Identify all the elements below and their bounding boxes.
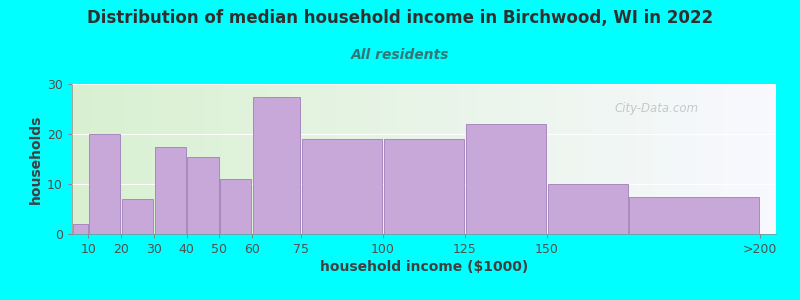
Bar (186, 84, 196, 234)
Bar (248, 84, 258, 234)
Bar (72, 84, 82, 234)
Bar (415, 84, 425, 234)
Bar (274, 84, 284, 234)
Bar (302, 139, 382, 234)
Bar (521, 84, 530, 234)
Bar (547, 84, 557, 234)
Bar (618, 84, 627, 234)
Bar (354, 84, 363, 234)
Bar (389, 84, 398, 234)
Bar (600, 84, 610, 234)
Bar (714, 84, 724, 234)
Bar (398, 84, 407, 234)
Bar (630, 196, 759, 234)
Bar (503, 84, 513, 234)
Bar (758, 84, 768, 234)
Bar (73, 224, 87, 234)
Bar (706, 84, 715, 234)
Bar (653, 84, 662, 234)
Bar (125, 84, 134, 234)
Bar (213, 84, 222, 234)
Bar (679, 84, 689, 234)
X-axis label: household income ($1000): household income ($1000) (320, 260, 528, 274)
Bar (318, 84, 328, 234)
Bar (90, 84, 99, 234)
Bar (98, 84, 108, 234)
Bar (750, 84, 759, 234)
Bar (626, 84, 636, 234)
Bar (644, 84, 654, 234)
Bar (301, 84, 310, 234)
Bar (688, 84, 698, 234)
Bar (477, 84, 486, 234)
Bar (154, 146, 186, 234)
Bar (142, 84, 152, 234)
Bar (512, 84, 522, 234)
Bar (723, 84, 733, 234)
Bar (468, 84, 478, 234)
Bar (574, 84, 583, 234)
Bar (767, 84, 777, 234)
Bar (266, 84, 275, 234)
Bar (433, 84, 442, 234)
Bar (257, 84, 266, 234)
Bar (591, 84, 601, 234)
Bar (380, 84, 390, 234)
Bar (466, 124, 546, 234)
Bar (310, 84, 319, 234)
Bar (178, 84, 187, 234)
Bar (732, 84, 742, 234)
Bar (670, 84, 680, 234)
Bar (741, 84, 750, 234)
Bar (384, 139, 464, 234)
Bar (424, 84, 434, 234)
Bar (116, 84, 126, 234)
Text: City-Data.com: City-Data.com (614, 102, 698, 115)
Bar (697, 84, 706, 234)
Bar (160, 84, 170, 234)
Bar (292, 84, 302, 234)
Bar (220, 179, 251, 234)
Bar (222, 84, 231, 234)
Bar (538, 84, 548, 234)
Y-axis label: households: households (29, 114, 43, 204)
Bar (230, 84, 240, 234)
Bar (406, 84, 416, 234)
Bar (283, 84, 293, 234)
Bar (459, 84, 469, 234)
Bar (195, 84, 205, 234)
Bar (582, 84, 592, 234)
Bar (362, 84, 372, 234)
Bar (327, 84, 337, 234)
Bar (486, 84, 495, 234)
Text: Distribution of median household income in Birchwood, WI in 2022: Distribution of median household income … (87, 9, 713, 27)
Bar (89, 134, 120, 234)
Bar (122, 199, 153, 234)
Bar (239, 84, 249, 234)
Bar (187, 157, 218, 234)
Bar (530, 84, 539, 234)
Bar (609, 84, 618, 234)
Bar (494, 84, 504, 234)
Bar (442, 84, 451, 234)
Bar (204, 84, 214, 234)
Bar (662, 84, 671, 234)
Bar (556, 84, 566, 234)
Bar (169, 84, 178, 234)
Bar (548, 184, 628, 234)
Bar (635, 84, 645, 234)
Bar (450, 84, 460, 234)
Bar (151, 84, 161, 234)
Text: All residents: All residents (351, 48, 449, 62)
Bar (565, 84, 574, 234)
Bar (336, 84, 346, 234)
Bar (107, 84, 117, 234)
Bar (81, 84, 90, 234)
Bar (134, 84, 143, 234)
Bar (371, 84, 381, 234)
Bar (345, 84, 354, 234)
Bar (253, 97, 300, 234)
